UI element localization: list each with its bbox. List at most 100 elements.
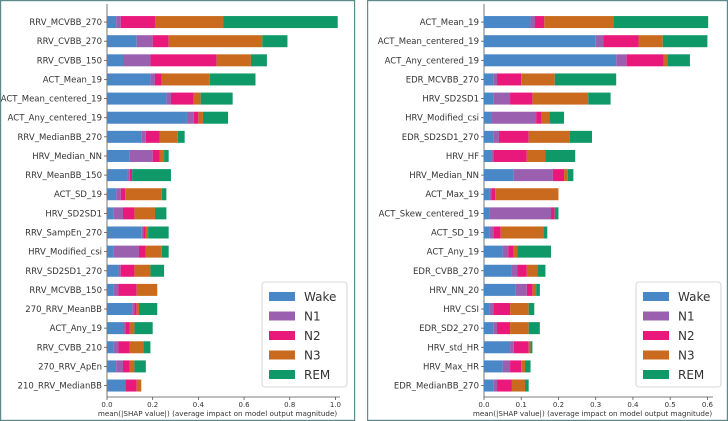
category-label: RRV_CVBB_150 (37, 56, 102, 66)
bar-segment-rem (143, 341, 151, 354)
bar-segment-n1 (113, 283, 119, 296)
bar-segment-rem (543, 226, 548, 239)
bar-segment-n3 (521, 73, 555, 86)
bar-segment-n1 (116, 16, 121, 29)
bar-segment-n1 (489, 226, 494, 239)
bar-segment-wake (484, 169, 514, 182)
bar-segment-n3 (216, 54, 251, 67)
bar-segment-rem (148, 226, 169, 239)
bar-segment-n2 (120, 16, 155, 29)
category-label: ACT_Max_19 (425, 190, 479, 200)
bar-segment-rem (667, 54, 690, 67)
category-label: HRV_CSI (443, 305, 479, 315)
x-tick-label: 0.4 (627, 401, 639, 409)
bar-segment-wake (484, 226, 490, 239)
bar-segment-rem (613, 16, 709, 29)
category-label: HRV_SD2SD1 (422, 95, 479, 105)
bar-segment-n2 (603, 35, 639, 48)
bar-segment-n2 (143, 226, 146, 239)
bar-segment-rem (134, 360, 146, 373)
bar-segment-n3 (161, 73, 210, 86)
category-label: 270_RRV_MeanBB (25, 305, 102, 315)
bar-segment-n2 (193, 111, 199, 124)
bar-segment-wake (484, 188, 490, 201)
bar-segment-wake (484, 322, 494, 335)
x-tick-label: 1.0 (330, 401, 341, 409)
bar-segment-rem (209, 73, 256, 86)
legend-swatch-n2 (269, 331, 295, 340)
bar-segment-rem (517, 245, 552, 258)
bar-segment-n2 (152, 35, 169, 48)
bar-segment-n2 (122, 207, 135, 220)
bar-segment-n1 (141, 130, 146, 143)
bar-segment-rem (161, 188, 167, 201)
bar-segment-wake (107, 226, 142, 239)
category-label: EDR_MCVBB_270 (406, 75, 479, 85)
bar-segment-rem (549, 111, 565, 124)
bar-segment-wake (484, 341, 511, 354)
bar-segment-n1 (122, 322, 126, 335)
x-tick-label: 0.0 (478, 401, 489, 409)
legend-swatch-n3 (269, 350, 295, 360)
bar-segment-wake (107, 303, 133, 316)
bar-segment-n3 (521, 360, 525, 373)
bar-segment-wake (484, 35, 596, 48)
bar-segment-n2 (120, 188, 126, 201)
legend-box (635, 281, 722, 388)
bar-segment-rem (524, 379, 529, 392)
bar-segment-n1 (616, 54, 627, 67)
bar-segment-n2 (535, 16, 545, 29)
bar-segment-wake (107, 16, 117, 29)
panel-frame-left (0, 0, 356, 421)
bar-segment-n1 (132, 303, 135, 316)
bar-segment-wake (484, 54, 617, 67)
legend-label: N2 (304, 329, 321, 343)
legend-label: N3 (304, 349, 321, 363)
bar-segment-n3 (168, 35, 263, 48)
bar-segment-n3 (154, 16, 224, 29)
bar-segment-n3 (511, 379, 525, 392)
category-label: EDR_SD2_270 (419, 324, 479, 334)
bar-segment-rem (154, 207, 167, 220)
bar-segment-wake (107, 92, 167, 105)
bar-segment-n1 (129, 149, 153, 162)
bar-segment-n2 (517, 264, 527, 277)
category-label: ACT_Skew_centered_19 (379, 209, 479, 219)
bar-segment-wake (484, 245, 503, 258)
x-tick-label: 0.6 (702, 401, 714, 409)
bar-segment-n1 (489, 207, 552, 220)
category-label: 210_RRV_MedianBB (18, 382, 103, 392)
bar-segment-wake (484, 264, 512, 277)
bar-segment-n2 (493, 226, 501, 239)
bar-segment-rem (177, 130, 185, 143)
category-label: HRV_Modified_csi (28, 248, 102, 258)
legend-label: N1 (304, 310, 321, 324)
bar-segment-wake (107, 379, 126, 392)
bar-segment-n3 (526, 264, 538, 277)
bar-segment-n2 (551, 207, 555, 220)
bar-segment-n3 (125, 188, 162, 201)
bar-segment-n2 (170, 92, 194, 105)
bar-segment-wake (107, 207, 114, 220)
bar-segment-rem (545, 149, 576, 162)
bar-segment-n3 (159, 130, 178, 143)
bar-segment-n1 (489, 303, 494, 316)
bar-segment-n3 (134, 264, 151, 277)
bar-segment-n2 (120, 264, 135, 277)
bar-segment-wake (107, 149, 130, 162)
category-label: RRV_MCVBB_270 (29, 18, 102, 28)
bar-segment-n1 (491, 149, 494, 162)
bar-segment-n2 (118, 341, 130, 354)
bar-segment-n2 (125, 379, 137, 392)
bar-segment-n1 (502, 360, 511, 373)
bar-segment-rem (524, 360, 531, 373)
bar-segment-n1 (150, 73, 155, 86)
bar-segment-wake (484, 283, 516, 296)
bar-segment-n1 (113, 245, 139, 258)
bar-segment-n1 (493, 73, 498, 86)
bar-segment-n3 (193, 92, 201, 105)
bar-segment-wake (484, 207, 490, 220)
bar-segment-n1 (511, 264, 518, 277)
bar-segment-n3 (528, 130, 570, 143)
bar-segment-n1 (493, 379, 498, 392)
